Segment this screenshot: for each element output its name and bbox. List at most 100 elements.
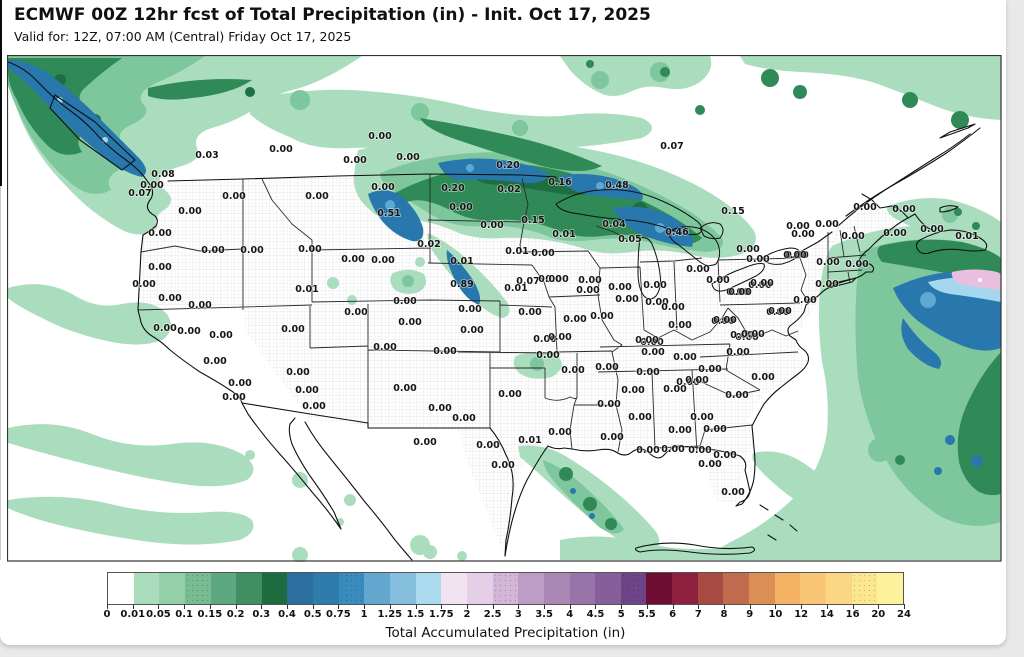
precip-value: 0.01	[955, 231, 978, 242]
colorbar-tick	[184, 604, 186, 609]
colorbar-segment	[287, 573, 314, 604]
precip-value: 0.00	[177, 326, 201, 337]
precip-value: 0.00	[748, 280, 772, 291]
precip-value: 0.16	[548, 177, 572, 188]
precip-value: 0.00	[148, 228, 172, 239]
precip-value: 0.00	[298, 244, 322, 255]
colorbar-tick	[415, 604, 417, 609]
colorbar-segment	[466, 573, 493, 604]
colorbar-tick-label: 3.5	[535, 609, 553, 620]
colorbar-segment	[646, 573, 673, 604]
colorbar-segment	[364, 573, 391, 604]
precip-value: 0.51	[377, 208, 400, 219]
precip-value: 0.00	[460, 325, 484, 336]
precip-value: 0.00	[590, 311, 614, 322]
precip-value: 0.20	[441, 183, 465, 194]
precip-value: 0.00	[698, 364, 722, 375]
colorbar-tick	[364, 604, 366, 609]
precip-value: 0.00	[636, 367, 660, 378]
colorbar-tick	[107, 604, 108, 609]
colorbar-tick-label: 0.5	[303, 609, 322, 620]
precip-value: 0.00	[458, 304, 482, 315]
precip-value: 0.00	[815, 219, 839, 230]
colorbar-segment	[825, 573, 852, 604]
precip-value: 0.00	[302, 401, 326, 412]
precip-value: 0.00	[768, 306, 792, 317]
colorbar-tick-label: 0.15	[197, 609, 223, 620]
map-title: ECMWF 00Z 12hr fcst of Total Precipitati…	[14, 5, 651, 25]
precip-value: 0.00	[698, 459, 722, 470]
precip-value: 0.00	[413, 437, 437, 448]
precip-value: 0.00	[661, 444, 685, 455]
precip-value: 0.00	[158, 293, 182, 304]
precip-value: 0.48	[605, 180, 629, 191]
precip-value: 0.00	[791, 229, 815, 240]
precip-value: 0.01	[504, 283, 527, 294]
precip-value: 0.00	[766, 307, 790, 318]
precip-value: 0.01	[552, 229, 575, 240]
us-precipitation-map: 0.03 0.00 0.00 0.00 0.00 0.07 0.08 0.07 0.00 0.00…	[7, 55, 1002, 562]
precip-value: 0.07	[128, 188, 151, 199]
precip-value: 0.00	[538, 274, 562, 285]
precip-value: 0.00	[628, 412, 652, 423]
colorbar-tick	[158, 604, 160, 609]
precip-value: 0.08	[151, 169, 175, 180]
precip-value: 0.00	[735, 332, 759, 343]
colorbar-tick-label: 0.3	[252, 609, 271, 620]
colorbar-tick	[389, 604, 391, 609]
colorbar-tick	[826, 604, 828, 609]
map-frame	[7, 55, 1002, 562]
colorbar-axis-label: Total Accumulated Precipitation (in)	[385, 625, 626, 641]
colorbar-tick	[209, 604, 211, 609]
precip-value: 0.00	[140, 180, 164, 191]
precip-value: 0.00	[750, 278, 774, 289]
colorbar-tick	[698, 604, 700, 609]
precip-value: 0.15	[521, 215, 544, 226]
precip-value: 0.05	[618, 234, 641, 245]
colorbar-segment	[184, 573, 211, 604]
colorbar-tick-labels: 0 0.01 0.05 0.1 0.15 0.2 0.3 0.4 0.5 0.75 1 1.25 1.5…	[104, 609, 911, 622]
precip-value: 0.00	[344, 307, 368, 318]
colorbar-tick-label: 10	[768, 609, 783, 620]
precip-value: 0.00	[491, 460, 515, 471]
great-lakes	[555, 189, 801, 300]
colorbar-tick	[621, 604, 623, 609]
colorbar-segment	[749, 573, 775, 604]
colorbar-segment	[338, 573, 365, 604]
precip-value: 0.00	[883, 228, 907, 239]
map-svg: 0.030.000.000.00 0.000.070.080.070.000.00…	[7, 55, 1002, 562]
precip-value: 0.00	[793, 295, 817, 306]
coastline	[7, 61, 988, 561]
colorbar-tick-label: 0.01	[120, 609, 146, 620]
precip-value: 0.00	[548, 332, 572, 343]
precip-value: 0.00	[480, 220, 504, 231]
colorbar-tick-label: 8	[720, 609, 728, 620]
precip-value: 0.00	[621, 385, 645, 396]
precip-value: 0.00	[545, 274, 569, 285]
colorbar-segment	[236, 573, 262, 604]
precip-value: 0.00	[452, 413, 476, 424]
map-subtitle: Valid for: 12Z, 07:00 AM (Central) Frida…	[14, 29, 352, 44]
precip-value: 0.00	[201, 245, 225, 256]
colorbar-tick	[286, 604, 288, 609]
precip-value: 0.00	[741, 329, 765, 340]
precip-value: 0.00	[636, 445, 660, 456]
precip-value: 0.00	[685, 375, 709, 386]
precip-value: 0.15	[721, 206, 744, 217]
precip-value: 0.00	[536, 350, 560, 361]
precip-value: 0.00	[240, 245, 264, 256]
colorbar-tick	[904, 604, 905, 609]
precip-value: 0.00	[449, 202, 473, 213]
colorbar-tick	[261, 604, 263, 609]
precip-value: 0.00	[203, 356, 227, 367]
colorbar-segment	[518, 573, 544, 604]
colorbar-tick-label: 0.1	[175, 609, 193, 620]
precip-value: 0.00	[726, 287, 750, 298]
colorbar-tick	[852, 604, 854, 609]
precip-value: 0.01	[295, 284, 318, 295]
precip-value: 0.00	[498, 389, 522, 400]
precip-value: 0.00	[188, 300, 212, 311]
precip-value: 0.00	[222, 191, 246, 202]
colorbar-segment	[543, 573, 570, 604]
precip-value: 0.07	[660, 141, 683, 152]
